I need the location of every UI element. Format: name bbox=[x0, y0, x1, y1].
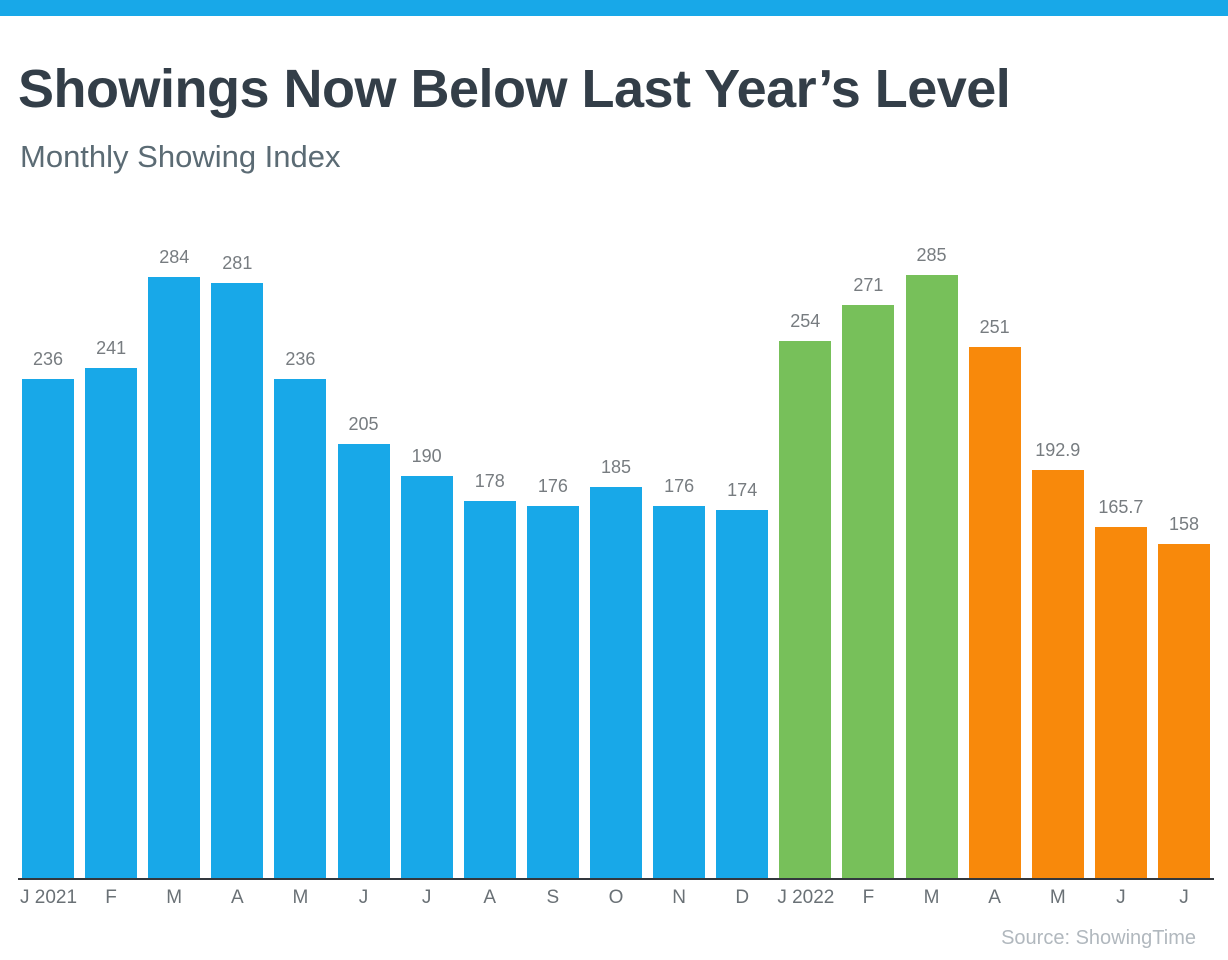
bar-column: 285 bbox=[904, 245, 960, 878]
bar-column: 165.7 bbox=[1093, 497, 1149, 878]
bar-column: 176 bbox=[525, 476, 581, 878]
month-label: M bbox=[292, 887, 309, 908]
bar-column: 236 bbox=[20, 349, 76, 878]
bar-column: 271 bbox=[840, 275, 896, 878]
month-label: J bbox=[421, 887, 432, 908]
month-label: F bbox=[105, 887, 117, 908]
bar-value-label: 254 bbox=[790, 311, 821, 331]
x-axis-line bbox=[18, 878, 1214, 880]
bar-value-label: 178 bbox=[474, 471, 505, 491]
bar bbox=[337, 444, 390, 878]
bar-value-label: 236 bbox=[32, 349, 64, 369]
bar bbox=[463, 501, 516, 878]
bar-column: 241 bbox=[83, 338, 139, 878]
bar-value-label: 190 bbox=[411, 446, 442, 466]
bar bbox=[211, 283, 264, 878]
bar bbox=[22, 379, 74, 878]
bar-column: 284 bbox=[146, 247, 202, 878]
bar-value-label: 285 bbox=[916, 245, 947, 265]
month-label: M bbox=[923, 887, 940, 908]
bar-column: 192.9 bbox=[1030, 440, 1086, 878]
bar-value-label: 271 bbox=[853, 275, 884, 295]
bar bbox=[1094, 527, 1147, 878]
bar bbox=[905, 275, 958, 878]
chart-subtitle: Monthly Showing Index bbox=[20, 139, 341, 174]
month-label: A bbox=[483, 887, 497, 908]
bar-column: 176 bbox=[651, 476, 707, 878]
bar-value-label: 241 bbox=[96, 338, 127, 358]
bar-value-label: 165.7 bbox=[1098, 497, 1144, 517]
bar bbox=[400, 476, 453, 878]
bars-row: 236 241 284 281 236 205 190 178 176 185 176 174 254 2… bbox=[20, 245, 1212, 878]
month-label: A bbox=[988, 887, 1001, 908]
bar bbox=[1157, 544, 1210, 878]
bar-value-label: 185 bbox=[600, 457, 631, 477]
bar-value-label: 205 bbox=[348, 414, 379, 434]
bar bbox=[968, 347, 1021, 878]
bar-column: 185 bbox=[588, 457, 644, 878]
bar bbox=[716, 510, 769, 878]
bar-column: 178 bbox=[462, 471, 518, 878]
bar-column: 174 bbox=[714, 480, 770, 878]
bar-value-label: 284 bbox=[159, 247, 190, 267]
bar-column: 281 bbox=[209, 253, 265, 878]
bar-value-label: 251 bbox=[979, 317, 1010, 337]
month-label: J bbox=[1116, 887, 1126, 908]
bar-column: 251 bbox=[967, 317, 1023, 878]
month-label: M bbox=[1049, 887, 1066, 908]
month-labels-row: J 2021 F M A M J J A S O N D J 2022 F M A M J J bbox=[20, 887, 1212, 909]
month-label: S bbox=[546, 887, 560, 908]
bar-column: 205 bbox=[336, 414, 392, 878]
bar bbox=[779, 341, 832, 878]
month-label: J bbox=[358, 887, 369, 908]
month-label: J 2021 bbox=[20, 887, 78, 908]
bar-value-label: 176 bbox=[537, 476, 568, 496]
bar bbox=[148, 277, 201, 878]
bar-value-label: 236 bbox=[285, 349, 316, 369]
bar bbox=[589, 487, 642, 878]
month-label: J 2022 bbox=[777, 887, 835, 908]
bar bbox=[85, 368, 138, 878]
bar-value-label: 174 bbox=[727, 480, 758, 500]
month-label: N bbox=[672, 887, 686, 908]
month-label: J bbox=[1179, 887, 1189, 908]
bar-value-label: 281 bbox=[222, 253, 253, 273]
month-label: D bbox=[735, 887, 750, 908]
bar bbox=[274, 379, 327, 878]
bar bbox=[526, 506, 579, 878]
bar-column: 158 bbox=[1156, 514, 1212, 878]
month-label: O bbox=[608, 887, 624, 908]
month-label: A bbox=[230, 887, 244, 908]
top-accent-bar bbox=[0, 0, 1228, 16]
month-label: M bbox=[166, 887, 183, 908]
month-label: F bbox=[862, 887, 875, 908]
bar-value-label: 158 bbox=[1168, 514, 1199, 534]
page-title: Showings Now Below Last Year’s Level bbox=[18, 59, 1011, 119]
bar-value-label: 176 bbox=[664, 476, 695, 496]
bar-chart: 236 241 284 281 236 205 190 178 176 185 176 174 254 2… bbox=[18, 245, 1214, 909]
bar-column: 254 bbox=[777, 311, 833, 878]
source-credit: Source: ShowingTime bbox=[1001, 927, 1196, 949]
bar bbox=[1031, 470, 1084, 878]
bar-column: 190 bbox=[399, 446, 455, 878]
bar bbox=[653, 506, 706, 878]
bar-column: 236 bbox=[272, 349, 328, 878]
bar-value-label: 192.9 bbox=[1035, 440, 1081, 460]
bar bbox=[842, 305, 895, 878]
